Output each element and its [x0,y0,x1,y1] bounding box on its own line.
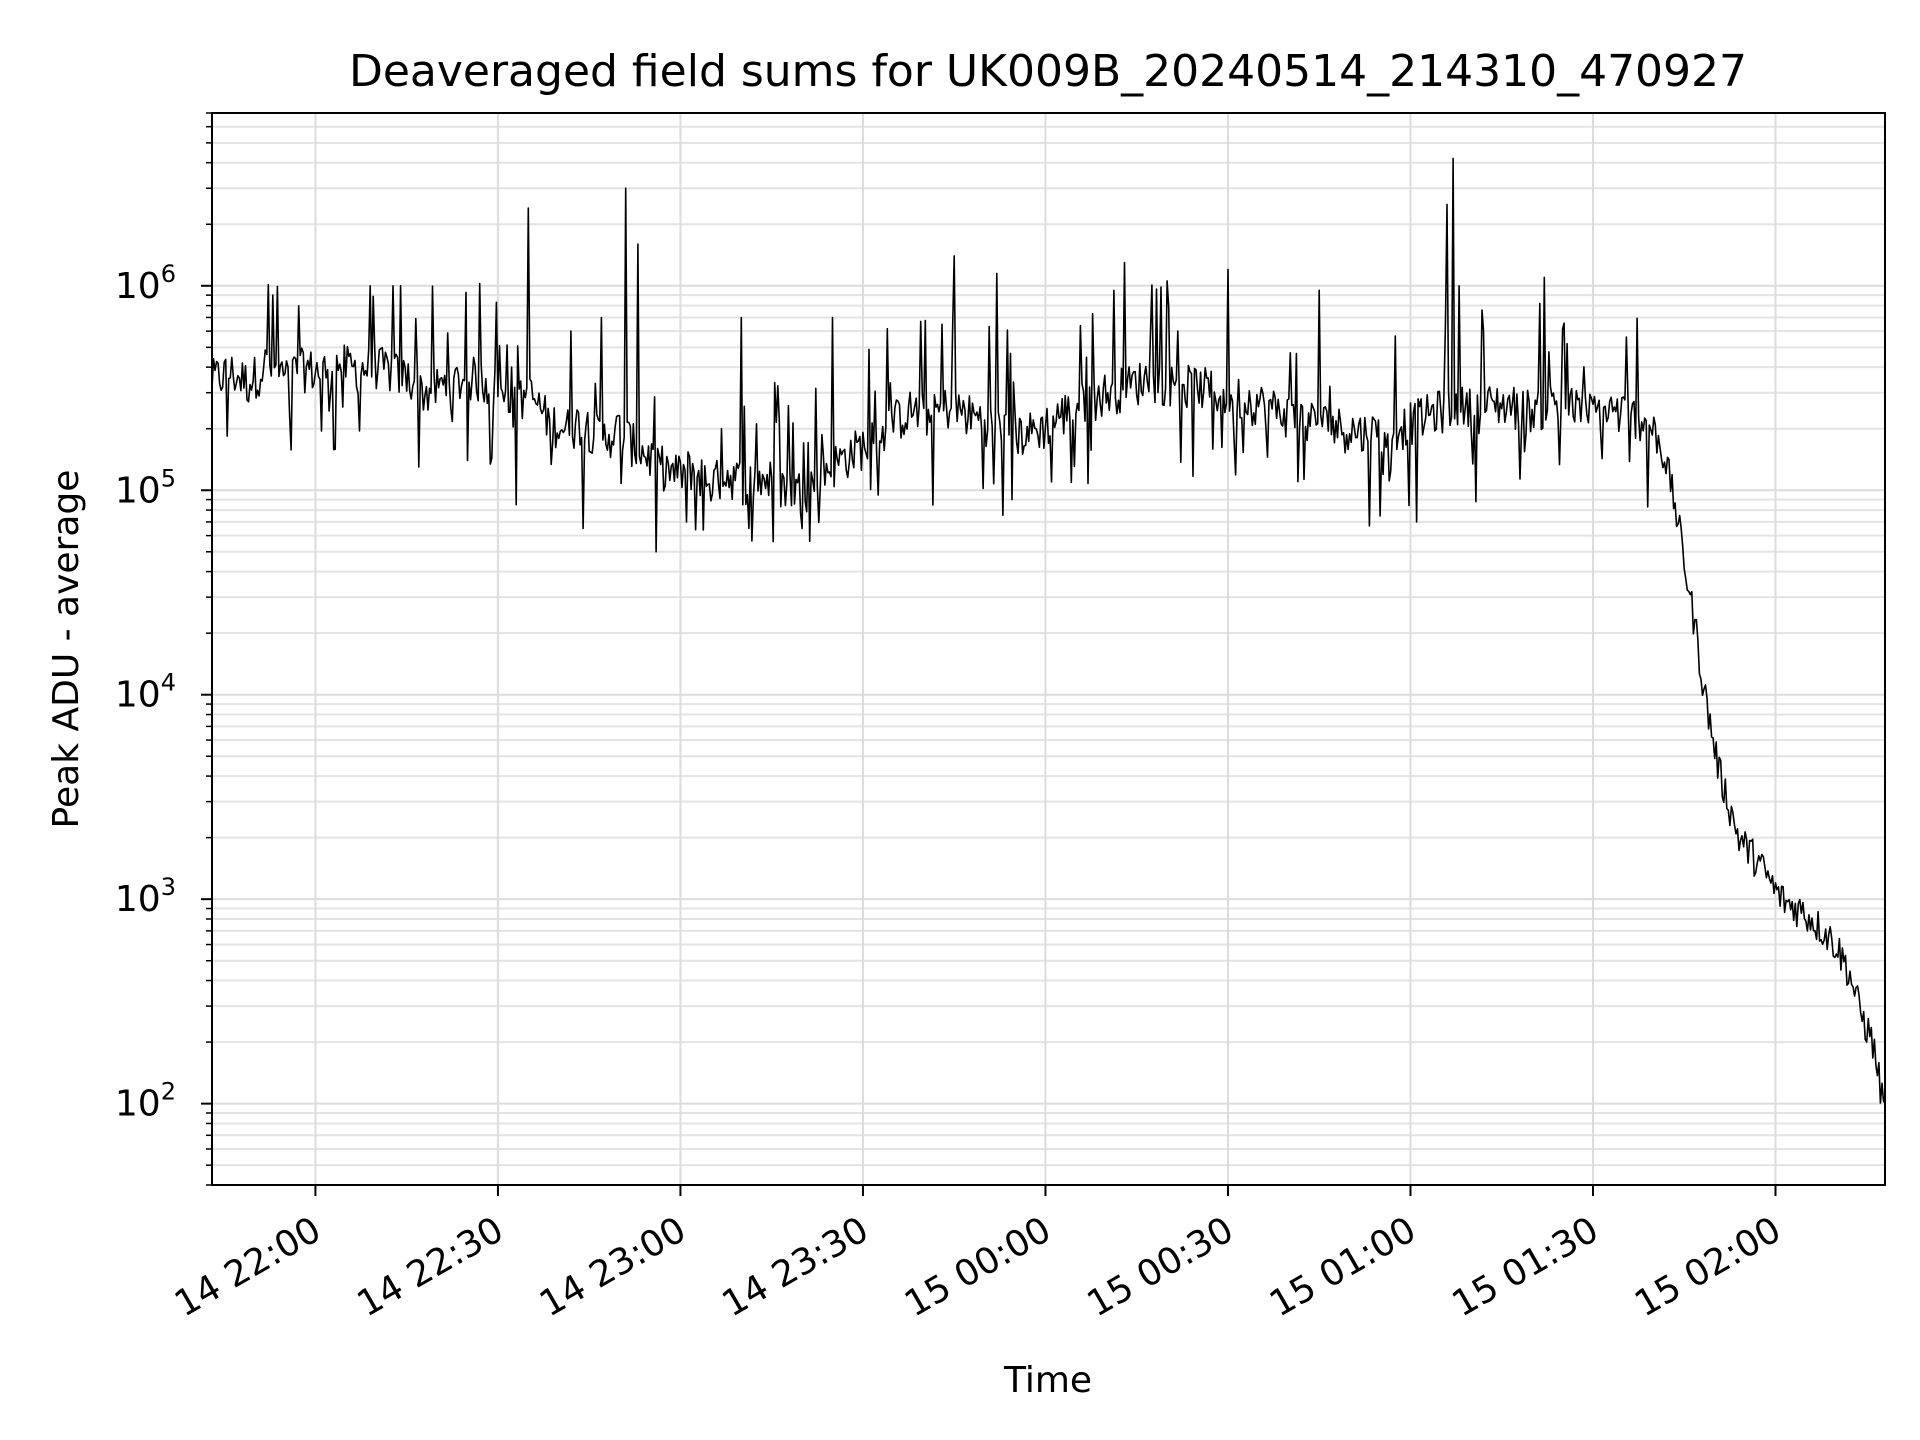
plot-frame [211,112,1886,1186]
chart-title: Deaveraged field sums for UK009B_2024051… [349,46,1747,97]
series-group [211,157,1886,1104]
y-tick-label: 105 [115,464,176,511]
y-axis: 102 103 104 105 106 [115,112,212,1186]
y-tick-label: 102 [115,1078,176,1125]
y-tick-label: 104 [115,669,176,716]
series-line-1 [211,157,1886,1104]
x-axis-label: Time [1003,1360,1092,1401]
y-tick-label: 103 [115,873,176,920]
y-axis-label: Peak ADU - average [46,470,87,829]
y-tick-label: 106 [115,260,176,307]
